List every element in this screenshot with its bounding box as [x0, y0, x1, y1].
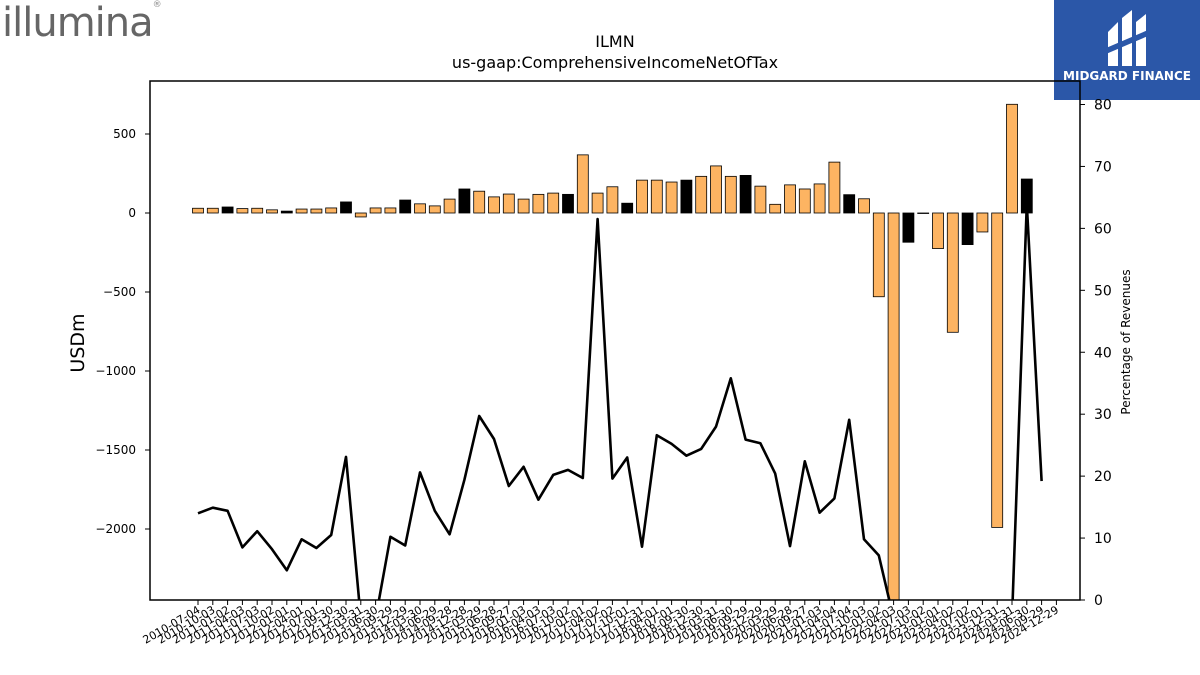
bar-9: [325, 207, 338, 214]
bar-40: [784, 184, 796, 214]
bar-6: [280, 210, 293, 214]
bar-7: [295, 208, 308, 214]
bar-8: [310, 208, 323, 214]
bar-27: [591, 192, 604, 214]
y2-tick-label: 50: [1094, 283, 1112, 299]
bar-34: [695, 175, 708, 214]
bar-20: [488, 196, 500, 214]
bar-45: [858, 198, 870, 214]
bar-50: [932, 212, 944, 249]
bar-17: [443, 198, 456, 214]
bar-43: [828, 161, 841, 214]
midgard-mark-icon: [1106, 10, 1148, 66]
bar-54: [991, 212, 1004, 528]
y-tick-label: −1000: [95, 364, 136, 378]
axes-layer: 500 0 −500 −1000 −1500 −2000 0 10 20 30 40 50 60 70 80…: [67, 80, 1133, 647]
bar-35: [710, 165, 722, 214]
y2-tick-label: 40: [1094, 345, 1112, 361]
bar-51: [946, 212, 959, 333]
midgard-finance-text: MIDGARD FINANCE: [1063, 69, 1191, 83]
bar-33: [680, 179, 693, 214]
bar-15: [414, 203, 426, 214]
y-tick-label: −500: [103, 285, 136, 299]
bar-49: [917, 212, 930, 214]
bar-1: [206, 207, 219, 214]
bar-13: [384, 207, 397, 214]
bar-32: [665, 181, 678, 214]
bar-25: [562, 193, 574, 214]
chart-title: ILMN: [595, 32, 635, 51]
percent-of-revenues-line: [197, 202, 1043, 600]
midgard-finance-logo: MIDGARD FINANCE: [1054, 0, 1200, 100]
bar-48: [902, 212, 915, 243]
bar-12: [369, 207, 382, 214]
illumina-logo: illumina®: [2, 0, 162, 46]
bar-36: [724, 175, 737, 214]
bar-0: [192, 207, 204, 214]
plot-frame: [149, 80, 1081, 601]
bar-37: [739, 174, 752, 214]
bars-layer: [192, 103, 1033, 600]
illumina-logo-text: illumina: [2, 0, 154, 46]
bar-47: [887, 212, 900, 600]
bar-10: [340, 201, 352, 214]
bar-21: [502, 193, 515, 214]
bar-4: [251, 207, 264, 214]
y-tick-label: 0: [128, 206, 136, 220]
bar-52: [961, 212, 974, 246]
bar-38: [754, 185, 767, 214]
bar-22: [517, 198, 530, 214]
y2-axis-label: Percentage of Revenues: [1119, 269, 1133, 414]
line-layer: [197, 202, 1043, 600]
chart-subtitle: us-gaap:ComprehensiveIncomeNetOfTax: [451, 53, 779, 72]
bar-11: [354, 212, 367, 218]
y-tick-label: 500: [113, 127, 136, 141]
y-axis-label: USDm: [67, 313, 89, 372]
bar-3: [236, 208, 249, 214]
bar-23: [532, 193, 545, 214]
y2-tick-label: 80: [1094, 98, 1112, 114]
bar-39: [769, 203, 782, 214]
registered-mark: ®: [152, 0, 162, 10]
bar-30: [636, 179, 648, 214]
bar-46: [872, 212, 885, 298]
bar-5: [266, 209, 278, 214]
y-tick-label: −1500: [95, 443, 136, 457]
bar-18: [458, 188, 471, 214]
bar-16: [428, 205, 441, 214]
bar-14: [399, 199, 412, 214]
bar-31: [650, 179, 663, 214]
bar-28: [606, 186, 619, 214]
y2-tick-label: 70: [1094, 159, 1112, 175]
y2-tick-label: 20: [1094, 469, 1112, 485]
bar-53: [976, 212, 989, 233]
y2-tick-label: 0: [1094, 593, 1103, 609]
bar-29: [621, 202, 634, 214]
y2-tick-label: 30: [1094, 407, 1112, 423]
bar-19: [473, 190, 486, 214]
y-tick-label: −2000: [95, 522, 136, 536]
bar-42: [813, 183, 826, 214]
bar-24: [547, 192, 560, 214]
bar-2: [221, 206, 234, 214]
y2-tick-label: 10: [1094, 531, 1112, 547]
bar-55: [1006, 103, 1018, 214]
bar-41: [798, 188, 811, 214]
bar-26: [576, 154, 589, 214]
y2-tick-label: 60: [1094, 221, 1112, 237]
bar-44: [843, 194, 856, 214]
